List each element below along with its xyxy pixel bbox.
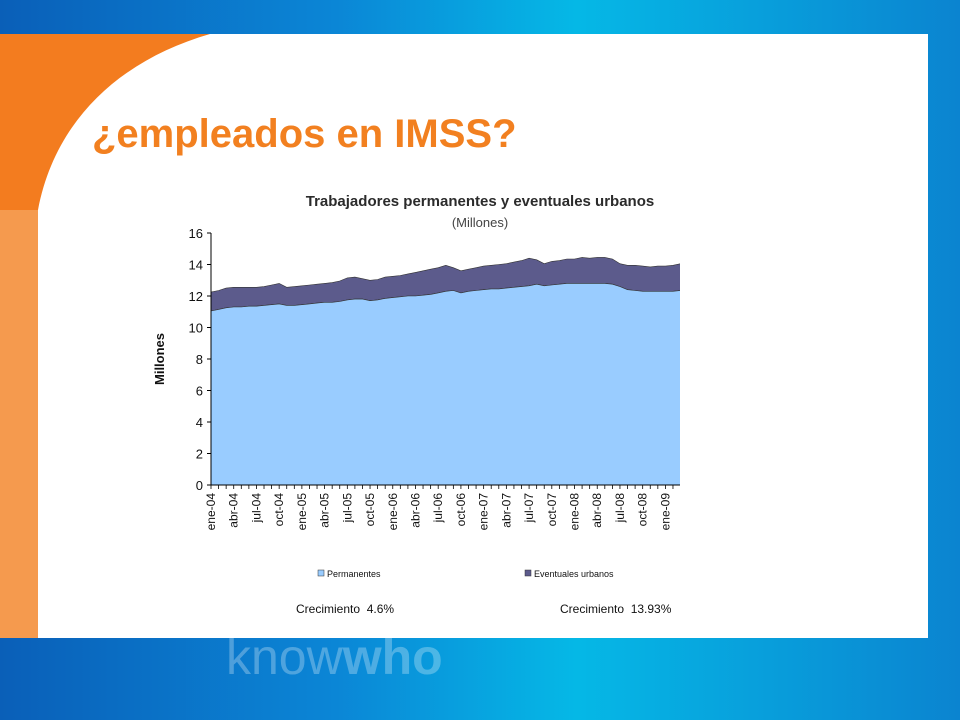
x-tick-label: jul-04 bbox=[249, 493, 263, 524]
y-axis-label: Millones bbox=[152, 333, 167, 385]
x-tick-label: abr-05 bbox=[318, 493, 332, 528]
chart-title: Trabajadores permanentes y eventuales ur… bbox=[305, 193, 655, 210]
x-tick-label: ene-04 bbox=[204, 493, 218, 531]
y-tick-label: 2 bbox=[196, 447, 203, 462]
x-tick-label: oct-05 bbox=[363, 493, 377, 527]
x-tick-label: jul-06 bbox=[431, 493, 445, 524]
brand-light-text: know bbox=[226, 629, 343, 685]
x-tick-label: abr-04 bbox=[227, 493, 241, 528]
x-tick-label: abr-06 bbox=[409, 493, 423, 528]
x-tick-label: oct-08 bbox=[636, 493, 650, 527]
x-tick-label: ene-08 bbox=[568, 493, 582, 531]
y-tick-label: 0 bbox=[196, 478, 203, 493]
y-tick-label: 6 bbox=[196, 384, 203, 399]
area-chart: 0 2 4 6 8 10 12 14 16 Millones ene-04 abr-04 jul-04 o… bbox=[152, 226, 680, 579]
x-tick-label: jul-08 bbox=[613, 493, 627, 524]
growth-note-permanentes: Crecimiento 4.6% bbox=[296, 602, 395, 616]
x-tick-label: jul-05 bbox=[340, 493, 354, 524]
y-tick-label: 4 bbox=[196, 415, 203, 430]
x-tick-label: ene-05 bbox=[295, 493, 309, 531]
x-tick-label: oct-06 bbox=[454, 493, 468, 527]
y-tick-label: 8 bbox=[196, 352, 203, 367]
y-tick-label: 14 bbox=[189, 258, 203, 273]
chart-subtitle: (Millones) bbox=[451, 215, 509, 230]
slide-title: ¿empleados en IMSS? bbox=[92, 112, 517, 156]
brand-bold-text: who bbox=[342, 629, 443, 685]
series-area-permanentes bbox=[210, 283, 680, 486]
legend-swatch bbox=[524, 569, 532, 577]
y-tick-label: 16 bbox=[189, 226, 203, 241]
x-tick-label: oct-07 bbox=[545, 493, 559, 527]
x-tick-label: abr-08 bbox=[590, 493, 604, 528]
x-tick-label: ene-06 bbox=[386, 493, 400, 531]
brand-watermark: knowwho bbox=[226, 628, 443, 686]
x-tick-label: abr-07 bbox=[499, 493, 513, 528]
y-tick-label: 12 bbox=[189, 289, 203, 304]
x-tick-label: ene-07 bbox=[477, 493, 491, 531]
x-tick-label: oct-04 bbox=[272, 493, 286, 527]
x-tick-label: ene-09 bbox=[658, 493, 672, 531]
growth-note-eventuales: Crecimiento 13.93% bbox=[560, 602, 672, 616]
x-tick-label: jul-07 bbox=[522, 493, 536, 524]
legend-label: Permanentes bbox=[327, 569, 381, 579]
y-tick-label: 10 bbox=[189, 321, 203, 336]
legend-label: Eventuales urbanos bbox=[534, 569, 614, 579]
legend-swatch bbox=[317, 569, 325, 577]
